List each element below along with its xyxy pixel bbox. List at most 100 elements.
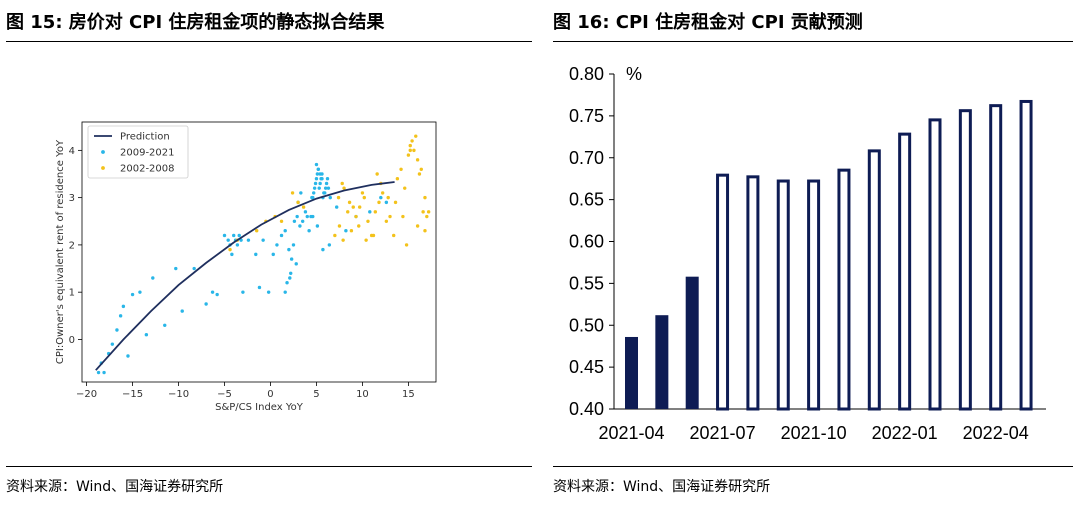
prediction-line (95, 181, 395, 371)
point-2009-2021 (315, 172, 320, 176)
point-2009-2021 (275, 243, 279, 247)
point-2009-2021 (118, 314, 123, 318)
point-2002-2008 (415, 224, 420, 228)
scatter-x-tick-label: 10 (356, 389, 369, 400)
point-2002-2008 (423, 195, 427, 200)
point-2009-2021 (317, 186, 321, 190)
point-2009-2021 (110, 342, 115, 346)
bar-y-axis-unit: % (626, 64, 642, 84)
bar-forecast (837, 168, 851, 411)
point-2002-2008 (408, 143, 412, 148)
point-2009-2021 (305, 214, 309, 219)
bar-forecast (1019, 99, 1033, 411)
point-2002-2008 (410, 139, 414, 143)
point-2009-2021 (235, 243, 240, 247)
point-2002-2008 (341, 238, 345, 242)
point-2002-2008 (393, 200, 398, 205)
point-2009-2021 (315, 224, 320, 228)
point-2009-2021 (379, 195, 383, 200)
point-2002-2008 (384, 219, 389, 223)
bar-y-tick-label: 0.55 (569, 273, 604, 293)
point-2002-2008 (404, 243, 409, 247)
scatter-x-tick-label: 15 (402, 389, 415, 400)
left-source-note: 资料来源：Wind、国海证券研究所 (6, 479, 224, 495)
point-2002-2008 (373, 210, 378, 214)
scatter-x-tick-label: 0 (267, 389, 273, 400)
point-2002-2008 (360, 191, 365, 195)
bar-actual (685, 276, 699, 409)
point-2009-2021 (312, 191, 316, 195)
point-2002-2008 (346, 210, 350, 214)
point-2009-2021 (295, 214, 299, 219)
scatter-y-axis-label: CPI:Owner's equivalent rent of residence… (55, 139, 66, 364)
bar-x-tick-label: 2021-04 (598, 423, 664, 443)
bar-forecast (989, 104, 1003, 411)
point-2009-2021 (327, 243, 332, 247)
bar-x-tick-label: 2022-04 (963, 423, 1029, 443)
point-2009-2021 (283, 229, 287, 233)
point-2009-2021 (126, 354, 130, 358)
point-2002-2008 (388, 214, 392, 219)
point-2009-2021 (314, 177, 319, 181)
bar-chart: 0.80 0.75 0.70 0.65 0.60 0.55 0.50 0.45 0.40% 202… (569, 64, 1046, 443)
point-2009-2021 (334, 205, 339, 209)
bar-y-tick-label: 0.65 (569, 190, 604, 210)
bar-actual (625, 336, 638, 409)
point-2009-2021 (271, 252, 275, 257)
point-2002-2008 (279, 219, 284, 223)
point-2009-2021 (291, 243, 296, 247)
point-2009-2021 (318, 172, 322, 176)
point-2002-2008 (417, 172, 422, 176)
point-2009-2021 (215, 292, 219, 297)
point-2002-2008 (347, 200, 352, 205)
point-2009-2021 (325, 177, 330, 181)
legend-prediction-label: Prediction (120, 132, 170, 143)
point-2009-2021 (115, 328, 119, 332)
point-2009-2021 (313, 181, 318, 186)
point-2009-2021 (323, 191, 327, 195)
point-2002-2008 (406, 153, 411, 157)
point-2009-2021 (226, 238, 230, 242)
point-2002-2008 (395, 177, 400, 181)
scatter-y-tick-label: 4 (69, 146, 75, 157)
point-2009-2021 (287, 247, 291, 252)
point-2009-2021 (289, 257, 294, 261)
point-2002-2008 (337, 224, 342, 228)
bar-y-tick-label: 0.70 (569, 148, 604, 168)
point-2002-2008 (386, 195, 390, 200)
bar-x-tick-label: 2022-01 (872, 423, 938, 443)
point-2009-2021 (222, 233, 227, 238)
point-2009-2021 (312, 186, 317, 190)
point-2009-2021 (261, 238, 265, 242)
point-2009-2021 (300, 219, 305, 223)
point-2009-2021 (204, 302, 208, 306)
bar-forecast (807, 179, 821, 411)
bar-actual (655, 315, 669, 409)
bar-forecast (898, 132, 912, 411)
scatter-y-tick-label: 3 (69, 193, 75, 204)
point-2009-2021 (299, 191, 303, 195)
point-2002-2008 (375, 172, 379, 176)
point-2009-2021 (310, 195, 314, 200)
point-2009-2021 (326, 186, 331, 190)
bar-y-tick-label: 0.40 (569, 399, 604, 419)
point-2002-2008 (403, 186, 407, 190)
bar-forecast (928, 118, 942, 411)
point-2009-2021 (323, 186, 328, 190)
point-2002-2008 (301, 205, 306, 209)
point-2009-2021 (121, 304, 126, 309)
bar-x-tick-label: 2021-10 (781, 423, 847, 443)
point-2009-2021 (318, 181, 322, 186)
right-source-note: 资料来源：Wind、国海证券研究所 (553, 479, 771, 495)
bar-forecast (776, 179, 790, 411)
point-2009-2021 (324, 181, 329, 186)
scatter-x-tick-label: −5 (217, 389, 232, 400)
point-2002-2008 (290, 191, 295, 195)
point-2009-2021 (144, 333, 149, 337)
point-2009-2021 (311, 214, 315, 219)
point-2009-2021 (102, 370, 106, 375)
point-2002-2008 (340, 181, 344, 186)
right-bottom-rule (553, 466, 1073, 467)
bar-forecast (958, 109, 972, 411)
point-2002-2008 (351, 205, 355, 209)
